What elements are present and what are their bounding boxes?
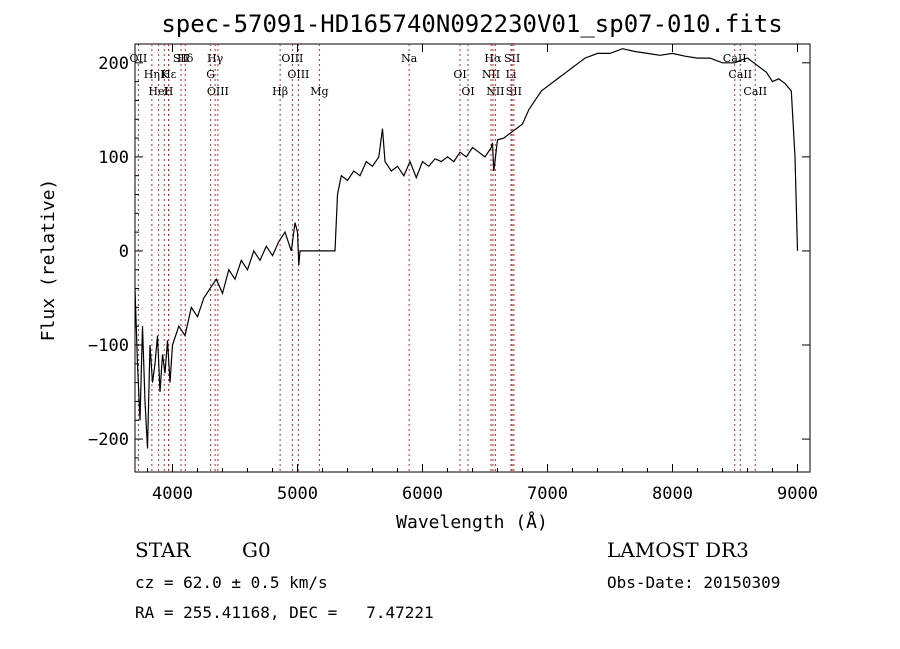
y-tick-label: 0 bbox=[119, 242, 129, 262]
x-axis-label: Wavelength (Å) bbox=[396, 511, 548, 533]
series-layer bbox=[134, 48, 799, 449]
x-tick-label: 8000 bbox=[652, 484, 693, 504]
x-axis: 4000 5000 6000 7000 8000 9000 bbox=[147, 44, 818, 504]
redshift: cz = 62.0 ± 0.5 km/s bbox=[135, 573, 328, 592]
y-tick-label: −100 bbox=[88, 336, 129, 356]
line-marker-label: OI bbox=[461, 85, 474, 98]
x-tick-label: 5000 bbox=[277, 484, 318, 504]
line-marker-label: NII bbox=[486, 85, 504, 98]
line-marker-label: CaII bbox=[743, 85, 767, 98]
line-marker-label: Hα bbox=[484, 52, 502, 65]
line-marker-label: NII bbox=[482, 68, 500, 81]
obs-date: Obs-Date: 20150309 bbox=[607, 573, 781, 592]
coordinates: RA = 255.41168, DEC = 7.47221 bbox=[135, 603, 434, 622]
y-tick-label: 200 bbox=[98, 54, 129, 74]
y-tick-label: −200 bbox=[88, 430, 129, 450]
line-marker-label: H bbox=[164, 85, 174, 98]
line-marker-label: Hη bbox=[144, 68, 160, 81]
line-marker-label: Hγ bbox=[207, 52, 224, 65]
subclass: G0 bbox=[242, 538, 271, 562]
x-tick-label: 4000 bbox=[152, 484, 193, 504]
chart-title: spec-57091-HD165740N092230V01_sp07-010.f… bbox=[161, 10, 782, 38]
line-marker-label: K bbox=[160, 68, 169, 81]
line-marker-label: HeI bbox=[148, 85, 168, 98]
x-tick-label: 6000 bbox=[402, 484, 443, 504]
object-type: STAR bbox=[135, 538, 191, 562]
line-marker-label: SII bbox=[173, 52, 189, 65]
line-marker-label: CaII bbox=[728, 68, 752, 81]
line-marker-label: OI bbox=[453, 68, 466, 81]
line-marker-label: Hε bbox=[161, 68, 177, 81]
line-marker-label: Na bbox=[401, 52, 418, 65]
y-axis: −200 −100 0 100 200 bbox=[88, 43, 810, 459]
x-tick-label: 7000 bbox=[527, 484, 568, 504]
line-marker-label: OIII bbox=[207, 85, 229, 98]
spectral-line-markers: HδKHOIIHεHeISIIHηOIIIHγGHβOIIIOIIIMgNaOI… bbox=[130, 44, 767, 472]
line-marker-label: Hβ bbox=[272, 85, 288, 98]
line-marker-label: OIII bbox=[281, 52, 303, 65]
line-marker-label: SII bbox=[506, 85, 522, 98]
y-axis-label: Flux (relative) bbox=[38, 179, 59, 342]
line-marker-label: SII bbox=[504, 52, 520, 65]
series-line bbox=[134, 48, 799, 449]
plot-frame bbox=[134, 43, 811, 473]
line-marker-label: OIII bbox=[287, 68, 309, 81]
y-tick-label: 100 bbox=[98, 148, 129, 168]
survey-name: LAMOST DR3 bbox=[607, 538, 749, 562]
line-marker-label: OII bbox=[130, 52, 148, 65]
x-tick-label: 9000 bbox=[777, 484, 818, 504]
line-marker-label: G bbox=[206, 68, 215, 81]
line-marker-label: Mg bbox=[310, 85, 328, 98]
line-marker-label: Li bbox=[506, 68, 517, 81]
